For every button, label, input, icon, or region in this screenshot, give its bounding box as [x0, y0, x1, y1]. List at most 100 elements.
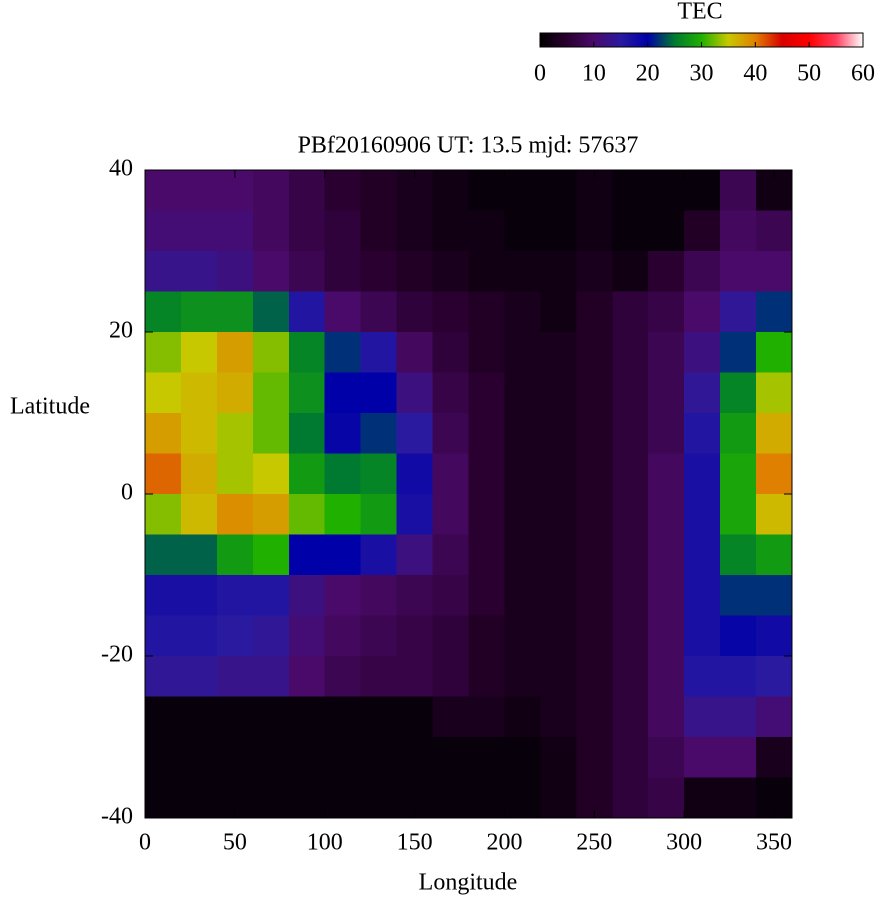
heatmap-cell — [252, 332, 290, 373]
colorbar-label: TEC — [677, 0, 722, 25]
heatmap-cell — [432, 453, 469, 495]
heatmap-cell — [648, 737, 685, 778]
heatmap-cell — [576, 737, 613, 778]
heatmap-cell — [468, 696, 505, 738]
heatmap-cell — [612, 696, 649, 738]
heatmap-cell — [612, 291, 649, 333]
heatmap-cell — [540, 251, 577, 292]
heatmap-cell — [504, 372, 541, 414]
y-tick-label: 40 — [109, 156, 133, 182]
x-tick-label: 100 — [307, 830, 343, 856]
heatmap-cell — [648, 777, 685, 819]
heatmap-cell — [360, 777, 398, 819]
heatmap-cell — [756, 210, 793, 252]
heatmap-cell — [396, 291, 434, 333]
heatmap-cell — [684, 453, 721, 495]
heatmap-cell — [432, 777, 469, 819]
heatmap-cell — [360, 737, 398, 778]
heatmap-cell — [540, 494, 577, 535]
heatmap-cell — [612, 210, 649, 252]
heatmap-cell — [684, 696, 721, 738]
heatmap-cell — [720, 737, 757, 778]
heatmap-cell — [216, 210, 254, 252]
heatmap-cell — [648, 332, 685, 373]
y-axis-label: Latitude — [10, 394, 90, 420]
heatmap-cell — [648, 413, 685, 454]
heatmap-cell — [684, 737, 721, 778]
heatmap-cell — [324, 251, 362, 292]
heatmap-cell — [145, 575, 182, 616]
heatmap-cell — [252, 534, 290, 576]
y-tick-label: -20 — [101, 642, 133, 668]
heatmap-cell — [252, 737, 290, 778]
heatmap-cell — [396, 210, 434, 252]
heatmap-cell — [684, 210, 721, 252]
heatmap-cell — [612, 534, 649, 576]
heatmap-cell — [468, 737, 505, 778]
heatmap-cell — [360, 413, 398, 454]
heatmap-cell — [360, 615, 398, 657]
heatmap-cell — [684, 494, 721, 535]
heatmap-cell — [360, 291, 398, 333]
heatmap-cell — [720, 332, 757, 373]
heatmap-cell — [540, 696, 577, 738]
heatmap-cell — [648, 656, 685, 697]
heatmap-cell — [288, 413, 326, 454]
heatmap-cell — [180, 615, 218, 657]
heatmap-cell — [324, 453, 362, 495]
heatmap-cell — [612, 170, 649, 211]
heatmap-cell — [252, 251, 290, 292]
heatmap-cell — [612, 372, 649, 414]
heatmap-cell — [288, 291, 326, 333]
heatmap-cell — [288, 494, 326, 535]
heatmap-cell — [504, 210, 541, 252]
heatmap-cell — [576, 332, 613, 373]
heatmap-cell — [684, 170, 721, 211]
heatmap-cell — [612, 737, 649, 778]
heatmap-cell — [252, 777, 290, 819]
heatmap-cell — [540, 170, 577, 211]
x-tick-label: 50 — [223, 830, 247, 856]
heatmap-cell — [360, 372, 398, 414]
heatmap-cell — [576, 534, 613, 576]
heatmap-cell — [324, 615, 362, 657]
heatmap-cell — [180, 291, 218, 333]
heatmap-cell — [576, 615, 613, 657]
heatmap-cell — [468, 332, 505, 373]
heatmap-cell — [504, 656, 541, 697]
heatmap-cell — [360, 575, 398, 616]
heatmap-cell — [360, 656, 398, 697]
heatmap-cell — [540, 372, 577, 414]
heatmap-cell — [396, 413, 434, 454]
heatmap-cell — [468, 372, 505, 414]
heatmap-cell — [180, 575, 218, 616]
heatmap-cell — [576, 494, 613, 535]
heatmap-cell — [648, 453, 685, 495]
heatmap-cell — [396, 372, 434, 414]
x-tick-label: 350 — [756, 830, 792, 856]
heatmap-cell — [288, 696, 326, 738]
heatmap-cell — [252, 372, 290, 414]
heatmap-cell — [720, 575, 757, 616]
heatmap-cell — [288, 332, 326, 373]
heatmap-cell — [684, 615, 721, 657]
heatmap-cell — [612, 575, 649, 616]
x-tick-label: 150 — [397, 830, 433, 856]
heatmap-cell — [720, 656, 757, 697]
heatmap-cell — [684, 413, 721, 454]
colorbar-tick-label: 20 — [636, 61, 660, 87]
heatmap-cell — [360, 210, 398, 252]
x-axis-label: Longitude — [419, 870, 518, 896]
heatmap-cell — [468, 291, 505, 333]
heatmap-cell — [216, 413, 254, 454]
heatmap-cell — [756, 413, 793, 454]
heatmap-cell — [684, 656, 721, 697]
heatmap-cell — [720, 210, 757, 252]
heatmap-cell — [468, 453, 505, 495]
heatmap-cell — [396, 453, 434, 495]
heatmap-cell — [720, 170, 757, 211]
heatmap-cell — [468, 534, 505, 576]
heatmap-cell — [540, 656, 577, 697]
heatmap-cell — [576, 251, 613, 292]
heatmap-cell — [684, 291, 721, 333]
